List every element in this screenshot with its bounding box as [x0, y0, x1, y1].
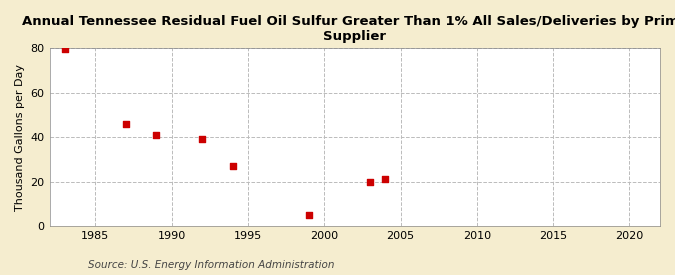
Point: [227, 164, 238, 168]
Title: Annual Tennessee Residual Fuel Oil Sulfur Greater Than 1% All Sales/Deliveries b: Annual Tennessee Residual Fuel Oil Sulfu…: [22, 15, 675, 43]
Point: [196, 137, 207, 142]
Point: [364, 179, 375, 184]
Y-axis label: Thousand Gallons per Day: Thousand Gallons per Day: [15, 64, 25, 211]
Point: [120, 122, 131, 126]
Point: [380, 177, 391, 182]
Text: Source: U.S. Energy Information Administration: Source: U.S. Energy Information Administ…: [88, 260, 334, 270]
Point: [59, 47, 70, 52]
Point: [304, 213, 315, 217]
Point: [151, 133, 162, 137]
